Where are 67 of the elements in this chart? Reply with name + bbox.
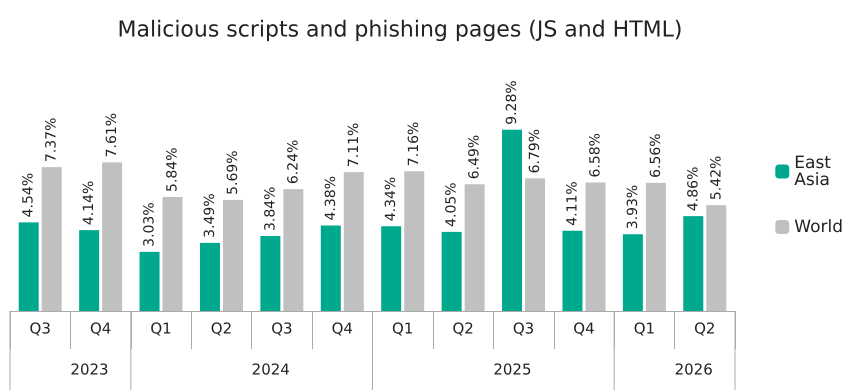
x-tick-label: Q1	[392, 320, 414, 338]
bar	[162, 196, 183, 311]
x-tick-label: Q1	[150, 320, 172, 338]
data-label: 4.86%	[685, 166, 702, 212]
data-label: 6.79%	[527, 128, 544, 174]
bar	[562, 230, 582, 311]
chart-title: Malicious scripts and phishing pages (JS and HTML)	[118, 18, 682, 42]
data-label: 3.49%	[202, 193, 218, 238]
text: 2026	[674, 360, 713, 378]
bar	[706, 205, 726, 311]
bar	[260, 236, 280, 311]
data-label: 3.93%	[624, 184, 641, 230]
bar	[525, 178, 546, 311]
data-label: 4.05%	[444, 182, 460, 227]
data-label: 4.14%	[81, 180, 98, 226]
text: 2023	[70, 360, 109, 378]
bar	[683, 216, 704, 311]
bar	[140, 252, 160, 311]
bar	[320, 225, 341, 311]
bar	[381, 226, 402, 311]
data-label: 4.54%	[20, 172, 37, 218]
data-label: 6.24%	[285, 140, 302, 184]
data-label: 7.37%	[44, 118, 60, 162]
data-label: 3.84%	[262, 186, 278, 232]
x-tick-label: Q4	[90, 320, 112, 338]
x-tick-label: Q3	[271, 320, 293, 338]
bar	[102, 162, 122, 311]
x-tick-label: Q4	[573, 320, 595, 338]
data-label: 4.38%	[322, 176, 339, 220]
bar	[585, 182, 606, 311]
data-label: 4.11%	[564, 181, 580, 226]
bar	[622, 234, 643, 311]
data-label: 7.61%	[104, 112, 120, 158]
data-label: 6.56%	[648, 133, 664, 178]
bar	[42, 167, 62, 311]
x-tick-label: Q3	[512, 320, 534, 338]
data-label: 6.49%	[466, 134, 483, 180]
bar	[502, 130, 522, 311]
legend-label: World	[794, 217, 843, 237]
data-label: 5.69%	[224, 150, 241, 195]
bar	[283, 189, 304, 311]
data-label: 9.28%	[504, 80, 520, 125]
x-tick-label: Q4	[332, 320, 353, 338]
bar	[404, 171, 424, 311]
x-tick-label: Q2	[210, 320, 232, 338]
x-tick-label: Q1	[634, 320, 656, 338]
bar	[646, 182, 666, 311]
bar	[222, 200, 243, 311]
text: 2025	[493, 360, 532, 378]
x-tick-label: Q2	[452, 320, 474, 338]
data-label: 3.03%	[142, 202, 158, 247]
legend-label: East Asia	[794, 153, 836, 190]
bar	[442, 232, 462, 311]
data-label: 6.58%	[587, 133, 604, 178]
data-label: 5.84%	[164, 147, 181, 192]
bar	[79, 230, 100, 311]
bar	[200, 242, 220, 311]
data-label: 5.42%	[708, 156, 724, 200]
bar	[464, 184, 485, 311]
text: 2024	[252, 360, 290, 378]
x-tick-label: Q3	[30, 320, 51, 338]
data-label: 7.16%	[406, 122, 422, 166]
data-label: 4.34%	[383, 176, 400, 222]
data-label: 7.11%	[346, 122, 362, 168]
bar	[18, 222, 39, 311]
x-tick-label: Q2	[694, 320, 716, 338]
bar	[344, 172, 364, 311]
